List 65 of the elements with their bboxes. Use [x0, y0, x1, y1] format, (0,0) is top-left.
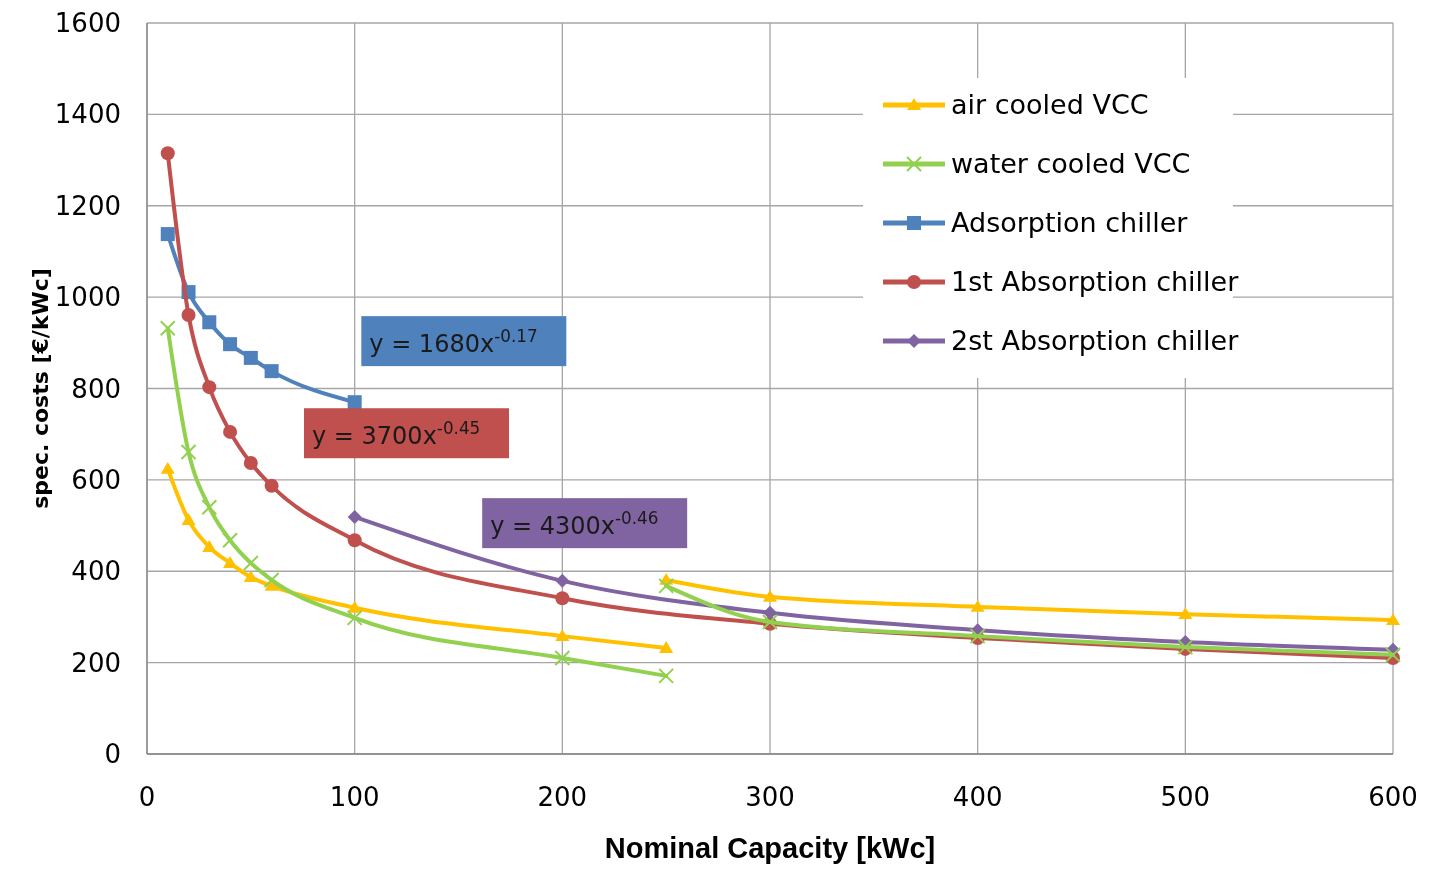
legend-label: 1st Absorption chiller [951, 266, 1240, 298]
point [243, 455, 258, 470]
x-tick-label: 0 [138, 782, 156, 812]
point [222, 532, 239, 549]
point [181, 307, 196, 322]
point [201, 499, 218, 516]
x-axis-title: Nominal Capacity [kWc] [604, 832, 936, 864]
point [554, 650, 571, 667]
point [658, 667, 675, 684]
point [347, 600, 362, 613]
point [202, 540, 217, 552]
point [1386, 613, 1400, 626]
annotation: y = 1680x$^{-0.17}$ [369, 326, 538, 359]
x-tick-label: 600 [1368, 782, 1418, 812]
y-tick-label: 1600 [54, 8, 121, 39]
point [658, 577, 675, 594]
legend-label: Adsorption chiller [951, 207, 1189, 239]
point [160, 227, 175, 242]
y-tick-label: 1000 [54, 282, 121, 313]
point [263, 571, 280, 588]
point [243, 570, 258, 583]
annotation: y = 3700x$^{-0.45}$ [312, 418, 481, 451]
point [160, 146, 175, 161]
y-tick-label: 800 [71, 373, 121, 404]
point [346, 609, 363, 626]
y-tick-label: 0 [104, 739, 121, 770]
x-tick-label: 200 [537, 782, 588, 812]
point [555, 573, 570, 588]
point [555, 591, 570, 606]
y-tick-label: 600 [71, 464, 121, 495]
x-tick-label: 100 [329, 782, 380, 812]
legend-label: 2st Absorption chiller [951, 325, 1240, 357]
point [223, 424, 238, 439]
legend-label: air cooled VCC [951, 89, 1149, 121]
point [160, 461, 175, 474]
point [181, 513, 196, 525]
point [763, 589, 777, 602]
point [223, 337, 238, 352]
point [555, 629, 570, 642]
legend-label: water cooled VCC [951, 148, 1191, 180]
point [180, 444, 197, 461]
y-tick-label: 200 [71, 647, 121, 678]
point [159, 320, 176, 337]
point [202, 315, 217, 330]
annotation: y = 4300x$^{-0.46}$ [490, 508, 659, 541]
point [1178, 607, 1193, 620]
y-tick-label: 1400 [54, 99, 121, 130]
point [264, 364, 279, 379]
point [763, 605, 777, 620]
x-tick-label: 300 [745, 782, 795, 812]
point [659, 641, 674, 653]
point [264, 478, 279, 493]
y-tick-label: 400 [71, 556, 121, 587]
y-tick-label: 1200 [54, 190, 121, 221]
point [202, 380, 217, 395]
x-tick-label: 400 [952, 782, 1003, 812]
point [347, 533, 362, 548]
point [970, 599, 985, 612]
y-axis-title: spec. costs [€/kWc] [28, 268, 53, 509]
point [223, 556, 238, 568]
point [243, 350, 258, 365]
x-tick-label: 500 [1160, 782, 1211, 812]
point [347, 395, 362, 410]
point [1385, 646, 1401, 663]
point [347, 509, 362, 524]
